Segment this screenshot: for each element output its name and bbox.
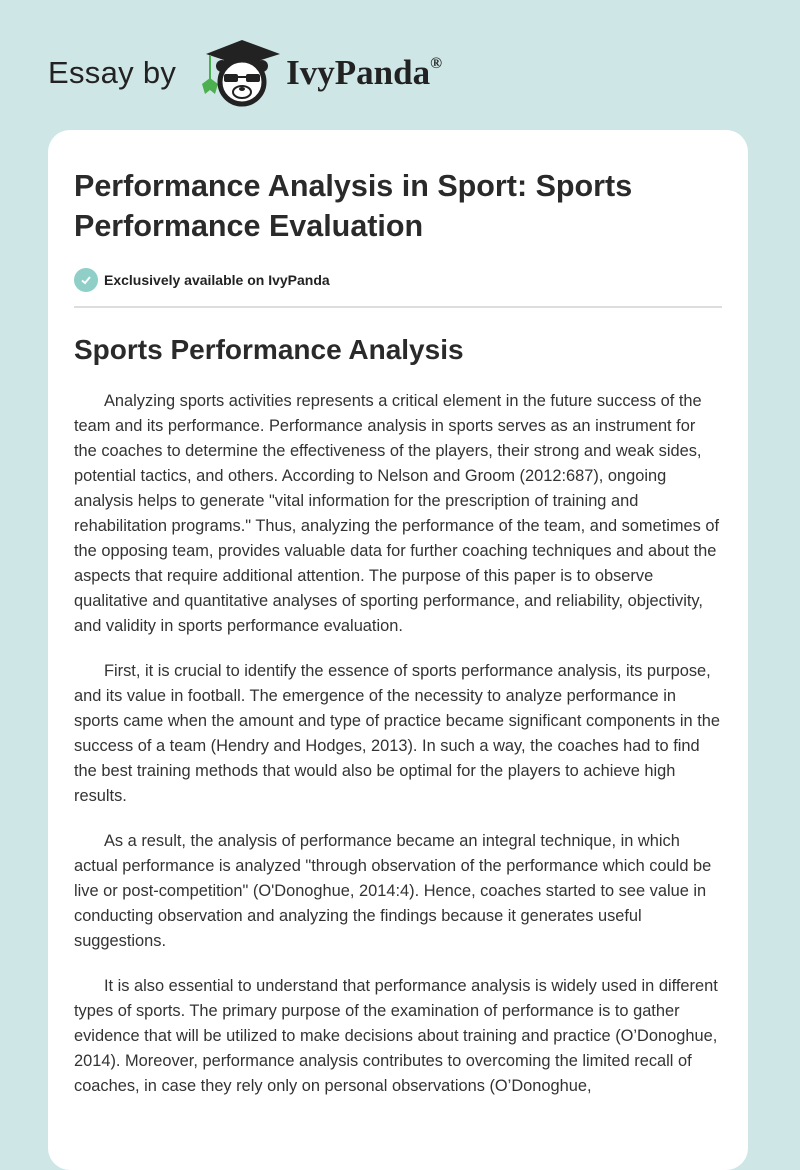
essay-card: Performance Analysis in Sport: Sports Pe…	[48, 130, 748, 1170]
brand-name[interactable]: IvyPanda®	[286, 53, 442, 93]
paragraph: As a result, the analysis of performance…	[74, 832, 712, 950]
paragraph: First, it is crucial to identify the ess…	[74, 662, 720, 805]
badge-text: Exclusively available on IvyPanda	[104, 272, 330, 288]
paragraph: It is also essential to understand that …	[74, 977, 718, 1095]
panda-logo-icon[interactable]	[198, 38, 284, 108]
paragraph: Analyzing sports activities represents a…	[74, 392, 720, 635]
section-heading: Sports Performance Analysis	[74, 334, 464, 365]
registered-mark: ®	[430, 55, 443, 72]
brand-text: IvyPanda	[286, 53, 431, 92]
site-header: Essay by IvyPanda®	[48, 38, 442, 108]
divider	[74, 306, 722, 308]
page-title: Performance Analysis in Sport: Sports Pe…	[74, 169, 633, 243]
check-icon	[74, 268, 98, 292]
essay-by-label: Essay by	[48, 55, 177, 90]
exclusive-badge: Exclusively available on IvyPanda	[74, 268, 722, 292]
